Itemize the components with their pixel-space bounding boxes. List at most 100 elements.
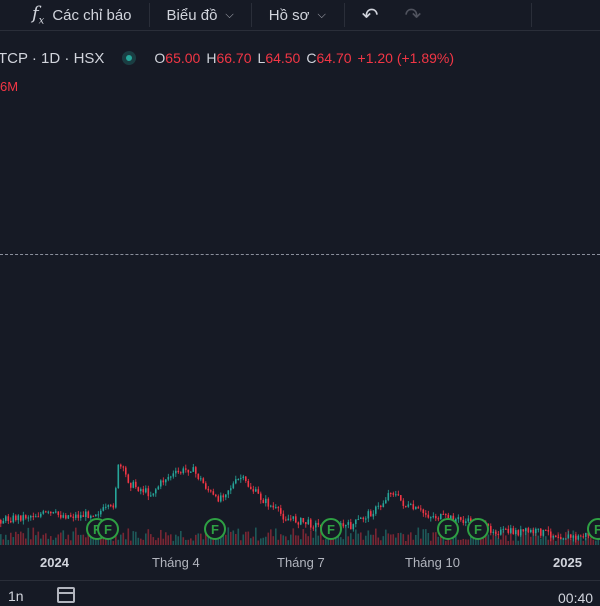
- volume-bar: [577, 540, 580, 545]
- candle-body: [552, 535, 555, 538]
- timeframe-button[interactable]: 1n: [8, 588, 24, 604]
- fx-icon[interactable]: fx: [32, 3, 45, 27]
- candle-body: [142, 489, 145, 493]
- volume-bar: [35, 535, 37, 545]
- volume-bar: [172, 540, 175, 545]
- volume-bar: [452, 534, 455, 545]
- volume-bar: [152, 537, 155, 545]
- volume-bar: [415, 534, 417, 545]
- volume-bar: [52, 539, 55, 545]
- candle-body: [57, 511, 60, 515]
- candle-body: [147, 488, 150, 497]
- earnings-marker[interactable]: F: [437, 518, 459, 540]
- candle-body: [140, 489, 142, 492]
- volume-bar: [497, 538, 500, 545]
- volume-bar: [312, 537, 315, 545]
- earnings-marker-label: F: [444, 522, 452, 537]
- volume-bar: [547, 539, 550, 545]
- volume-bar: [540, 538, 542, 545]
- earnings-marker[interactable]: F: [467, 518, 489, 540]
- volume-bar: [202, 539, 205, 545]
- earnings-marker[interactable]: F: [587, 518, 600, 540]
- earnings-marker-ring: [320, 518, 342, 540]
- candle-body: [195, 467, 197, 474]
- candle-body: [155, 489, 157, 494]
- volume-bar: [457, 539, 460, 545]
- volume-bar: [32, 527, 35, 545]
- x-tick-label: Tháng 10: [405, 555, 460, 570]
- candle-body: [560, 537, 562, 540]
- candle-body: [402, 500, 405, 506]
- candle-body: [295, 516, 297, 523]
- volume-bar: [370, 534, 372, 545]
- candle-body: [302, 517, 305, 523]
- candle-body: [562, 538, 565, 540]
- candle-body: [210, 490, 212, 492]
- candle-body: [55, 511, 57, 513]
- bottom-bar: 1n 00:40: [0, 580, 600, 606]
- candle-body: [445, 514, 447, 516]
- candle-body: [232, 483, 235, 489]
- volume-bar: [377, 537, 380, 545]
- price-line[interactable]: [0, 254, 600, 255]
- volume-bar: [70, 540, 72, 545]
- earnings-marker[interactable]: F: [320, 518, 342, 540]
- candle-body: [382, 503, 385, 508]
- candle-body: [405, 505, 407, 507]
- candle-body: [542, 529, 545, 536]
- earnings-marker[interactable]: F: [204, 518, 226, 540]
- volume-bar: [390, 534, 392, 545]
- high-label: H: [206, 50, 217, 66]
- candle-body: [492, 531, 495, 533]
- volume-bar: [180, 530, 182, 545]
- candle-body: [300, 517, 302, 525]
- redo-icon[interactable]: ↷: [404, 4, 422, 27]
- indicators-button[interactable]: Các chỉ báo: [52, 6, 132, 24]
- volume-bar: [90, 537, 92, 545]
- toolbar-divider: [343, 3, 345, 27]
- candle-body: [90, 515, 92, 518]
- symbol-label[interactable]: TCP · 1D · HSX: [0, 49, 105, 67]
- volume-bar: [182, 537, 185, 545]
- volume-bar: [115, 532, 117, 545]
- chart-menu-button[interactable]: Biểu đồ ⌵: [167, 0, 234, 30]
- candle-body: [415, 506, 417, 510]
- volume-bar: [235, 533, 237, 545]
- calendar-icon[interactable]: [57, 587, 75, 603]
- candle-body: [310, 519, 312, 528]
- volume-bar: [477, 535, 480, 545]
- earnings-marker[interactable]: F: [97, 518, 119, 540]
- candle-body: [570, 534, 572, 538]
- candle-body: [60, 514, 62, 518]
- candle-body: [67, 515, 70, 519]
- volume-bar: [570, 539, 572, 545]
- top-toolbar: fx Các chỉ báo Biểu đồ ⌵ Hồ sơ ⌵ ↶ ↷: [0, 0, 600, 31]
- candle-body: [420, 508, 422, 510]
- market-status-icon[interactable]: [122, 51, 137, 65]
- volume-bar: [372, 534, 375, 545]
- undo-icon[interactable]: ↶: [361, 4, 379, 27]
- candle-body: [207, 488, 210, 491]
- candle-body: [242, 476, 245, 479]
- volume-bar: [247, 531, 250, 545]
- volume-bar: [445, 540, 447, 545]
- candle-body: [150, 495, 152, 497]
- profile-menu-button[interactable]: Hồ sơ ⌵: [269, 0, 326, 30]
- candle-body: [452, 515, 455, 523]
- candle-body: [457, 517, 460, 520]
- candle-body: [447, 514, 450, 520]
- candle-body: [377, 505, 380, 507]
- volume-bar: [410, 532, 412, 545]
- candle-body: [180, 472, 182, 474]
- volume-bar: [265, 536, 267, 545]
- candle-body: [87, 511, 90, 518]
- time-axis: 2024 Tháng 4 Tháng 7 Tháng 10 2025: [0, 545, 600, 575]
- volume-bar: [112, 540, 115, 545]
- candle-body: [515, 530, 517, 535]
- candle-body: [260, 493, 262, 500]
- candle-body: [197, 473, 200, 480]
- volume-bar: [395, 537, 397, 545]
- candle-body: [100, 510, 102, 515]
- volume-bar: [197, 533, 200, 545]
